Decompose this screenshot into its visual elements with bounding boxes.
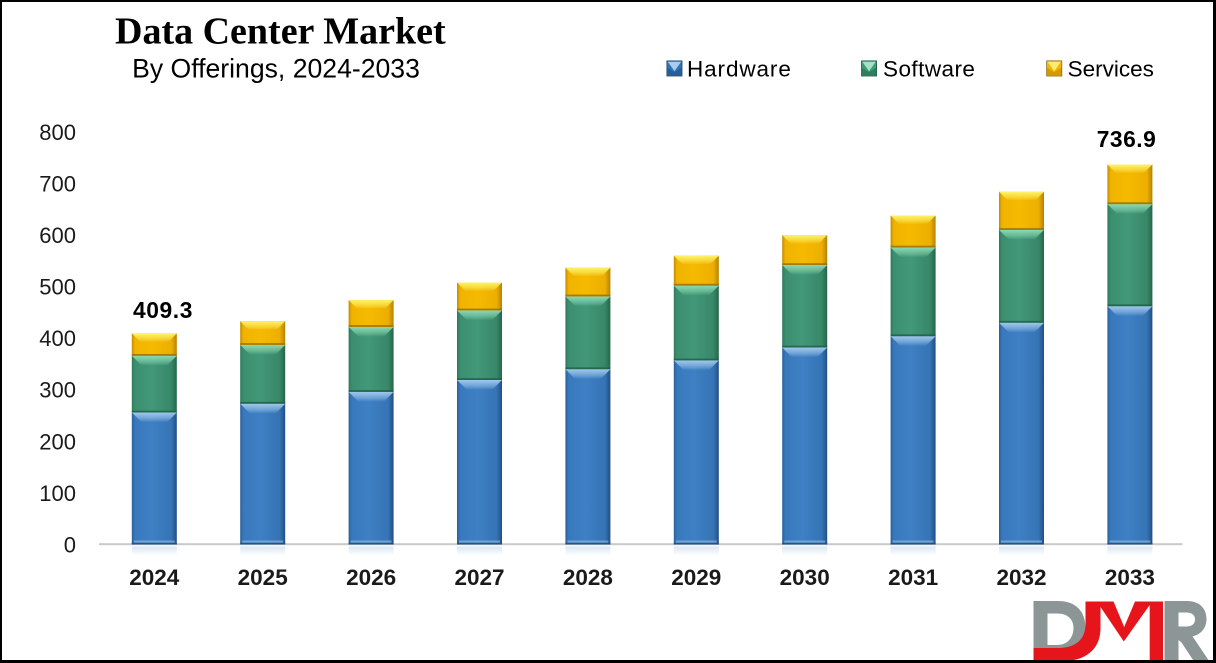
svg-text:500: 500 — [39, 275, 76, 300]
svg-text:2028: 2028 — [563, 565, 613, 590]
svg-text:By Offerings, 2024-2033: By Offerings, 2024-2033 — [132, 54, 420, 84]
svg-text:100: 100 — [39, 481, 76, 506]
svg-text:2033: 2033 — [1105, 565, 1155, 590]
svg-text:400: 400 — [39, 326, 76, 351]
svg-text:2032: 2032 — [996, 565, 1046, 590]
svg-text:700: 700 — [39, 171, 76, 196]
svg-text:Hardware: Hardware — [687, 57, 792, 82]
svg-text:0: 0 — [64, 532, 76, 557]
svg-text:2025: 2025 — [238, 565, 288, 590]
svg-text:736.9: 736.9 — [1097, 126, 1157, 152]
svg-text:Data Center Market: Data Center Market — [115, 11, 446, 53]
svg-text:2029: 2029 — [671, 565, 721, 590]
svg-text:409.3: 409.3 — [133, 297, 193, 323]
svg-text:600: 600 — [39, 223, 76, 248]
svg-text:2026: 2026 — [346, 565, 396, 590]
svg-text:Software: Software — [883, 57, 975, 82]
svg-text:300: 300 — [39, 378, 76, 403]
svg-text:200: 200 — [39, 429, 76, 454]
svg-text:Services: Services — [1068, 57, 1154, 82]
svg-text:2030: 2030 — [780, 565, 830, 590]
svg-text:2027: 2027 — [454, 565, 504, 590]
svg-text:2024: 2024 — [129, 565, 180, 590]
svg-text:2031: 2031 — [888, 565, 938, 590]
svg-text:800: 800 — [39, 120, 76, 145]
